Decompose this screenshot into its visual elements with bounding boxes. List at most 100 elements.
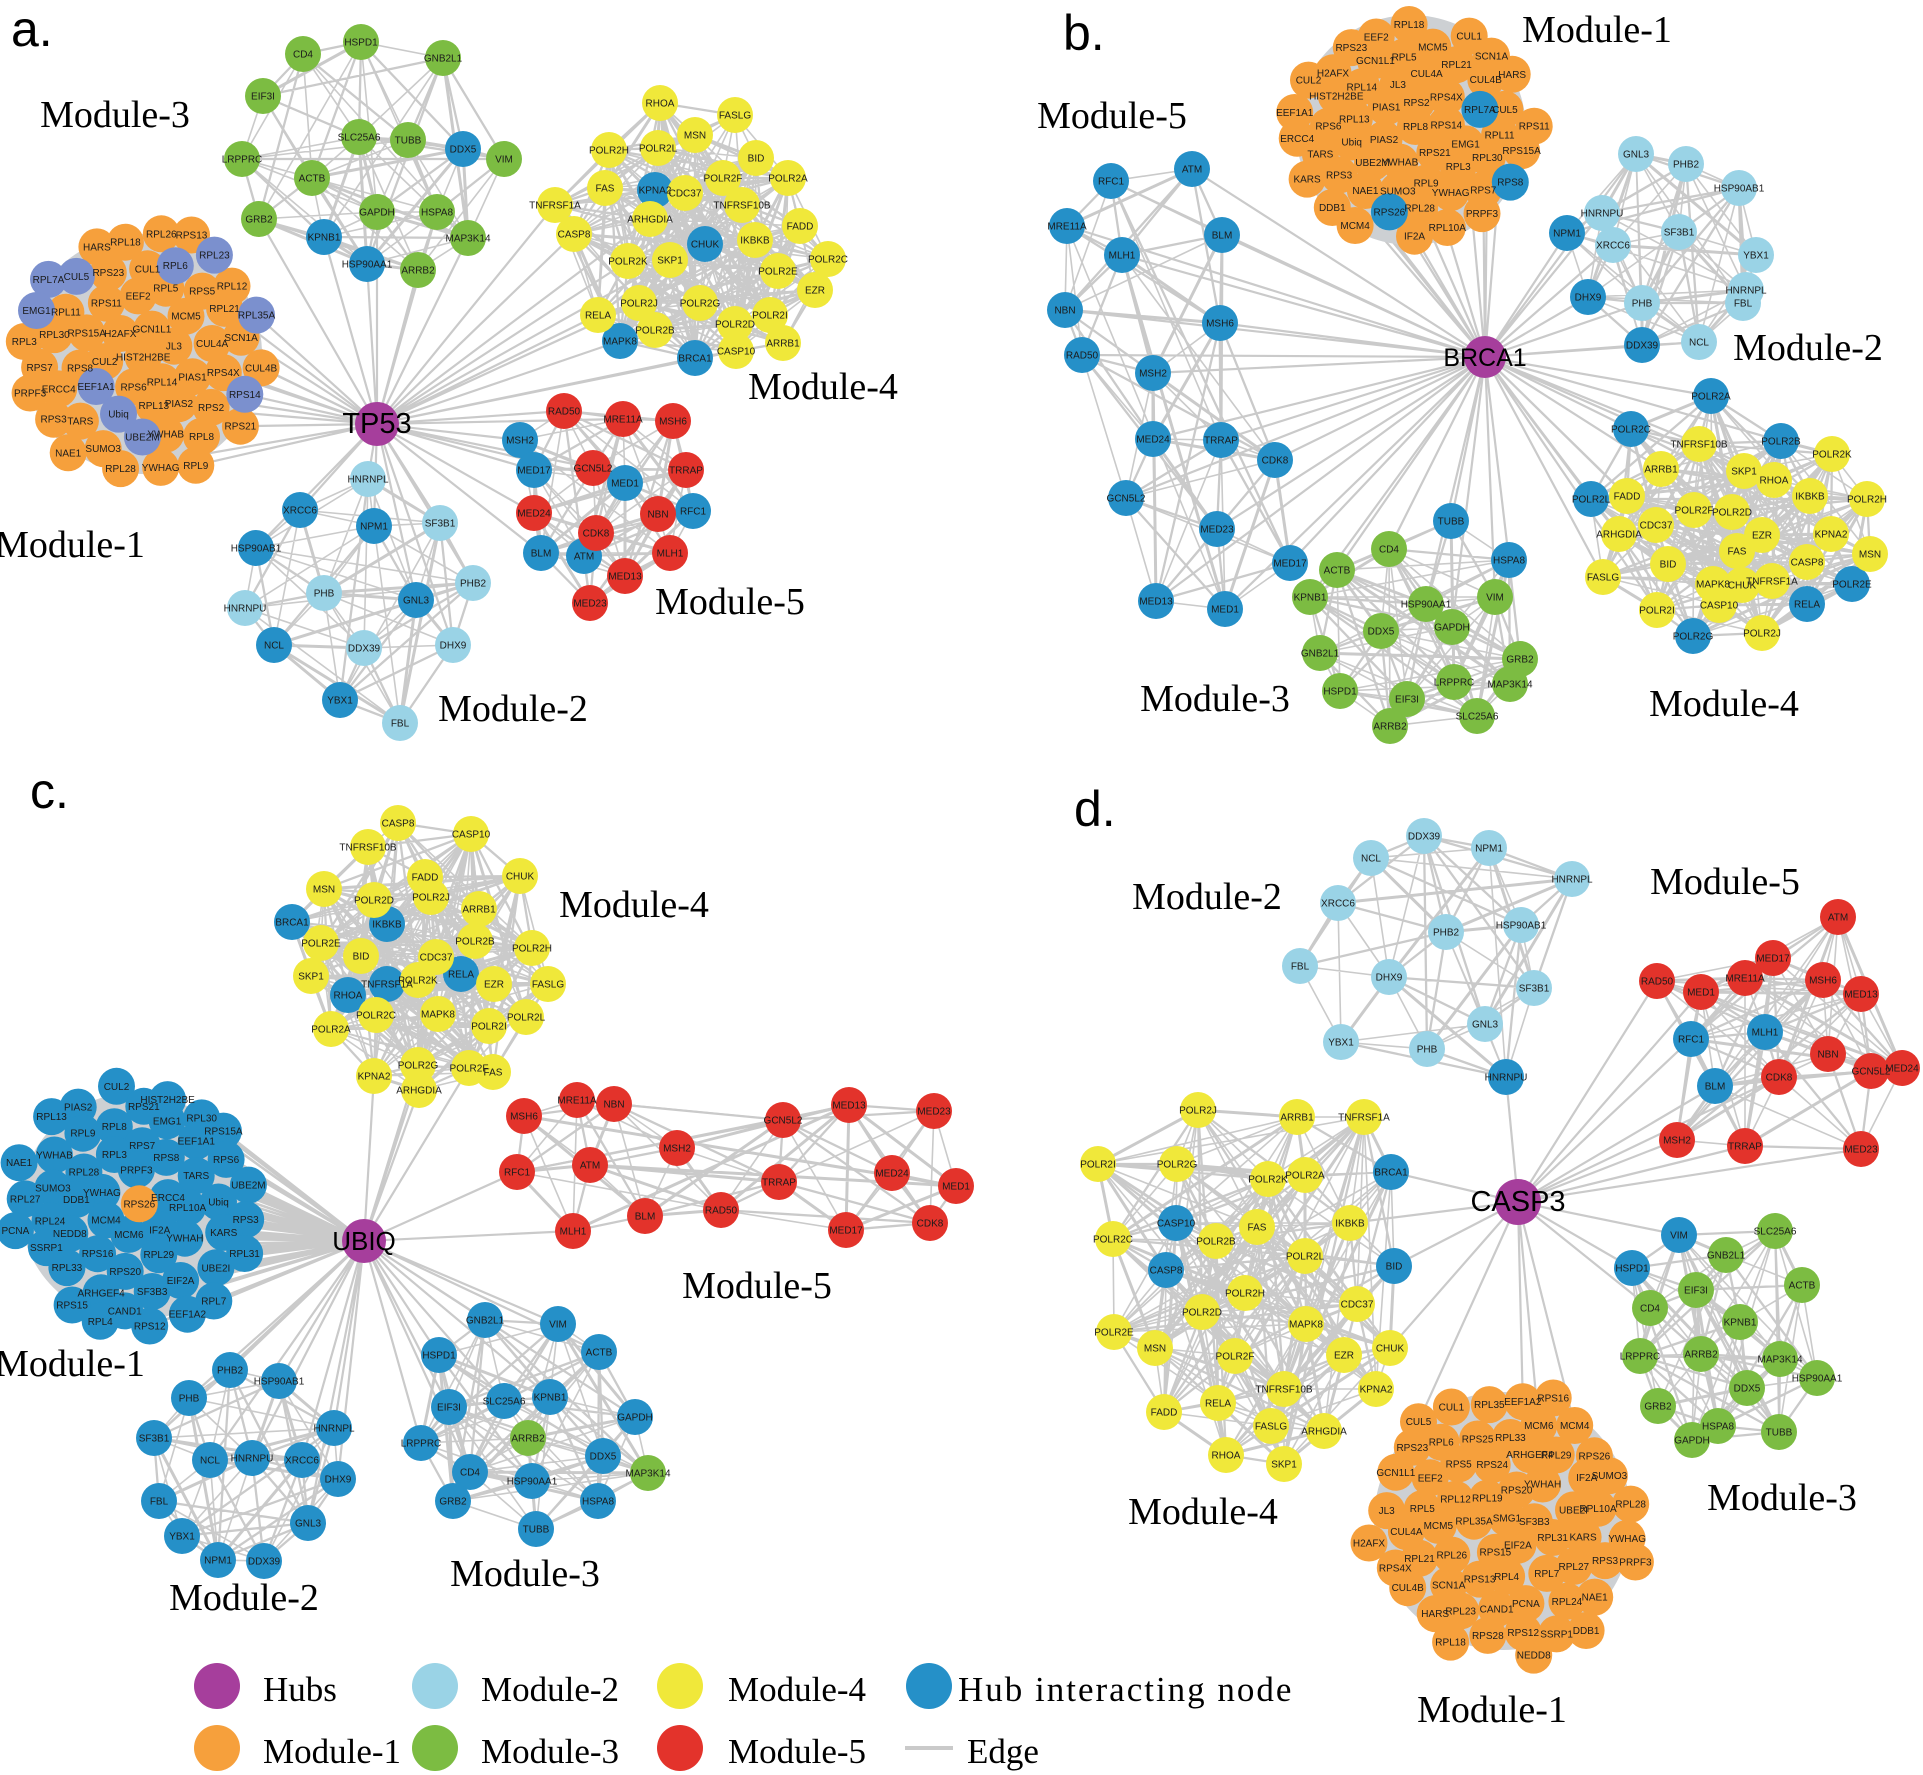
svg-text:IF2A: IF2A: [1576, 1473, 1597, 1484]
svg-text:CUL4A: CUL4A: [196, 339, 229, 350]
svg-text:LRPPRC: LRPPRC: [1434, 678, 1475, 689]
svg-text:RPL19: RPL19: [1472, 1494, 1503, 1505]
svg-text:TARS: TARS: [1307, 150, 1333, 161]
svg-text:Ubiq: Ubiq: [208, 1198, 229, 1209]
svg-text:POLR2H: POLR2H: [512, 944, 552, 955]
svg-text:RPL4: RPL4: [1494, 1572, 1519, 1583]
svg-text:YWHAG: YWHAG: [1432, 188, 1470, 199]
svg-text:Module-5: Module-5: [728, 1732, 866, 1771]
svg-text:POLR2D: POLR2D: [1712, 508, 1752, 519]
svg-text:FASLG: FASLG: [1255, 1422, 1287, 1433]
svg-text:JL3: JL3: [1390, 80, 1407, 91]
svg-text:CDC37: CDC37: [1640, 521, 1673, 532]
svg-text:UBE2M: UBE2M: [125, 433, 159, 444]
svg-text:EIF2A: EIF2A: [167, 1276, 195, 1287]
svg-text:MAPK8: MAPK8: [603, 337, 637, 348]
svg-text:RPS8: RPS8: [1497, 178, 1524, 189]
svg-text:MED1: MED1: [1687, 988, 1715, 999]
svg-text:MAP3K14: MAP3K14: [1757, 1355, 1802, 1366]
svg-text:MAPK8: MAPK8: [1289, 1320, 1323, 1331]
svg-text:FBL: FBL: [150, 1497, 169, 1508]
svg-text:POLR2B: POLR2B: [1196, 1237, 1236, 1248]
svg-text:RPL11: RPL11: [51, 308, 81, 319]
svg-text:MCM4: MCM4: [1340, 221, 1370, 232]
svg-text:KARS: KARS: [1569, 1533, 1597, 1544]
svg-text:HSPD1: HSPD1: [1323, 687, 1357, 698]
svg-text:CDK8: CDK8: [1766, 1073, 1793, 1084]
svg-text:RPS2: RPS2: [1403, 98, 1430, 109]
svg-text:POLR2D: POLR2D: [1182, 1308, 1222, 1319]
svg-text:TUBB: TUBB: [523, 1525, 550, 1536]
svg-text:GCN1L1: GCN1L1: [1356, 56, 1395, 67]
svg-text:MSN: MSN: [1144, 1344, 1166, 1355]
svg-text:RPS23: RPS23: [1396, 1443, 1428, 1454]
svg-text:VIM: VIM: [1486, 593, 1504, 604]
svg-text:RPS23: RPS23: [1335, 43, 1367, 54]
svg-text:ARRB2: ARRB2: [511, 1434, 545, 1445]
svg-text:CUL4B: CUL4B: [1392, 1583, 1425, 1594]
svg-text:DHX9: DHX9: [440, 641, 467, 652]
svg-text:GCN5L2: GCN5L2: [764, 1116, 803, 1127]
svg-text:MAPK8: MAPK8: [1696, 580, 1730, 591]
svg-text:CUL5: CUL5: [64, 272, 90, 283]
svg-text:TNFRSF1A: TNFRSF1A: [529, 201, 581, 212]
svg-text:MAP3K14: MAP3K14: [445, 234, 490, 245]
svg-text:HSP90AB1: HSP90AB1: [1714, 184, 1765, 195]
svg-text:MRE11A: MRE11A: [1047, 222, 1087, 233]
svg-text:PHB2: PHB2: [1673, 160, 1700, 171]
svg-text:RPL6: RPL6: [1429, 1438, 1454, 1449]
svg-text:Edge: Edge: [967, 1732, 1039, 1771]
svg-text:CUL4B: CUL4B: [245, 363, 278, 374]
svg-text:EZR: EZR: [1752, 531, 1772, 542]
svg-text:RPL12: RPL12: [1440, 1495, 1471, 1506]
svg-text:ACTB: ACTB: [586, 1348, 613, 1359]
svg-text:RPS6: RPS6: [213, 1155, 240, 1166]
svg-text:MAPK8: MAPK8: [421, 1010, 455, 1021]
svg-text:Module-4: Module-4: [1128, 1491, 1278, 1533]
svg-text:GAPDH: GAPDH: [1434, 623, 1470, 634]
svg-text:HSPA8: HSPA8: [1702, 1422, 1734, 1433]
svg-text:KARS: KARS: [1293, 175, 1321, 186]
svg-text:EEF1A2: EEF1A2: [1504, 1397, 1542, 1408]
svg-text:CHUK: CHUK: [1728, 581, 1757, 592]
svg-text:TRRAP: TRRAP: [1728, 1142, 1762, 1153]
svg-text:CD4: CD4: [460, 1468, 480, 1479]
svg-text:YWHAH: YWHAH: [166, 1234, 203, 1245]
svg-text:EZR: EZR: [805, 286, 825, 297]
svg-text:BLM: BLM: [1212, 231, 1233, 242]
svg-text:SMG1: SMG1: [1493, 1514, 1522, 1525]
svg-text:CHUK: CHUK: [1376, 1344, 1405, 1355]
svg-text:RPS8: RPS8: [153, 1153, 180, 1164]
svg-text:KPNB1: KPNB1: [1724, 1318, 1757, 1329]
svg-text:RPL5: RPL5: [1410, 1504, 1435, 1515]
svg-text:SCN1A: SCN1A: [1432, 1581, 1466, 1592]
svg-text:RPL9: RPL9: [183, 461, 208, 472]
svg-text:ARRB1: ARRB1: [766, 339, 800, 350]
svg-text:TUBB: TUBB: [1766, 1428, 1793, 1439]
svg-text:XRCC6: XRCC6: [1596, 241, 1630, 252]
svg-text:KPNB1: KPNB1: [534, 1393, 567, 1404]
svg-text:PIAS2: PIAS2: [1370, 135, 1399, 146]
svg-text:MRE11A: MRE11A: [557, 1096, 597, 1107]
svg-text:GAPDH: GAPDH: [617, 1413, 653, 1424]
svg-text:JL3: JL3: [166, 342, 183, 353]
svg-text:NCL: NCL: [1361, 854, 1381, 865]
svg-text:MCM5: MCM5: [1418, 43, 1448, 54]
svg-text:RPL31: RPL31: [229, 1249, 260, 1260]
svg-text:IF2A: IF2A: [1404, 232, 1425, 243]
svg-text:RPL4: RPL4: [88, 1317, 113, 1328]
svg-text:CHUK: CHUK: [691, 240, 720, 251]
svg-text:RPL24: RPL24: [1552, 1597, 1583, 1608]
svg-text:RPL28: RPL28: [1615, 1500, 1646, 1511]
svg-text:MSN: MSN: [313, 885, 335, 896]
svg-text:NBN: NBN: [603, 1100, 624, 1111]
svg-text:MSH6: MSH6: [1206, 319, 1234, 330]
svg-text:HSP90AA1: HSP90AA1: [342, 260, 393, 271]
svg-text:GNB2L1: GNB2L1: [424, 54, 463, 65]
svg-text:MED1: MED1: [1211, 605, 1239, 616]
svg-text:RPS21: RPS21: [1419, 148, 1451, 159]
svg-text:CASP10: CASP10: [1700, 601, 1739, 612]
svg-text:ACTB: ACTB: [1789, 1281, 1816, 1292]
svg-text:RPL13: RPL13: [36, 1112, 67, 1123]
svg-text:ATM: ATM: [580, 1161, 600, 1172]
